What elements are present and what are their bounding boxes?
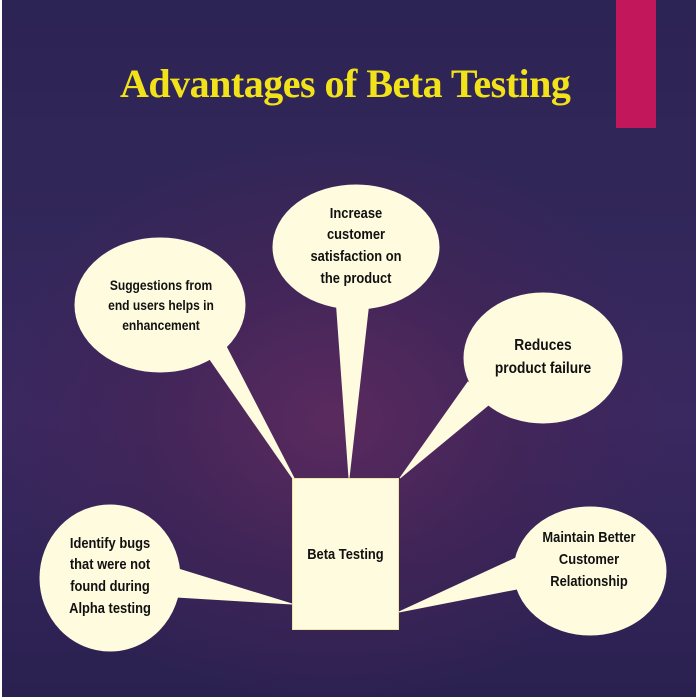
slide-title: Advantages of Beta Testing bbox=[120, 61, 571, 106]
bubble-relationship bbox=[398, 557, 523, 613]
node-relationship: Maintain Better Customer Relationship bbox=[542, 529, 636, 590]
accent-bar bbox=[616, 0, 656, 128]
bubble-bugs-ellipse bbox=[39, 504, 181, 652]
node-satisfaction: Increase customer satisfaction on the pr… bbox=[310, 204, 402, 287]
center-node-box: Beta Testing bbox=[292, 478, 399, 630]
bubble-relationship-ellipse bbox=[513, 506, 667, 636]
node-failure: Reduces product failure bbox=[494, 336, 592, 377]
bubble-satisfaction bbox=[334, 283, 372, 479]
bubble-failure-ellipse bbox=[463, 292, 623, 424]
center-node-label: Beta Testing bbox=[307, 545, 384, 563]
bubble-failure bbox=[399, 381, 493, 479]
bubble-suggestions-ellipse bbox=[74, 237, 246, 373]
node-suggestions: Suggestions from end users helps in enha… bbox=[108, 276, 214, 334]
bubble-satisfaction-ellipse bbox=[272, 184, 440, 310]
node-bugs: Identify bugs that were not found during… bbox=[69, 534, 151, 617]
